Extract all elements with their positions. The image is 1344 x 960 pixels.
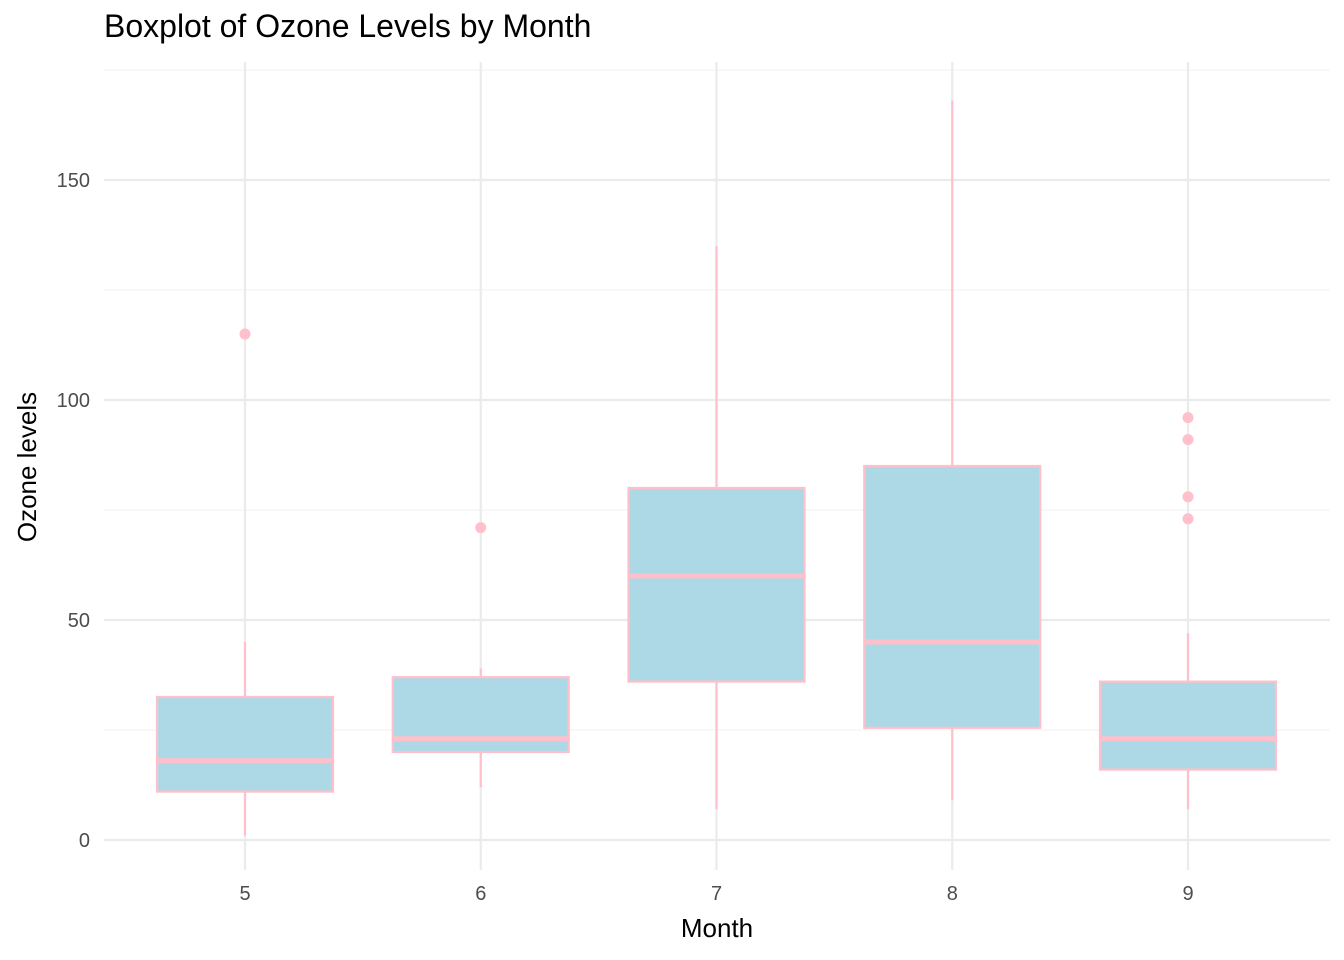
y-tick-label: 50 [68,610,90,632]
outlier-point [239,328,251,340]
boxes [155,100,1278,836]
y-tick-label: 0 [79,830,90,852]
box-month-8 [863,100,1042,801]
outlier-point [1182,513,1194,525]
box-month-9 [1098,412,1278,810]
chart-title: Boxplot of Ozone Levels by Month [104,8,592,44]
tick-labels: 0 50 100 150 5 6 7 8 9 [57,170,1194,905]
x-tick-label: 8 [947,883,958,905]
y-axis-title: Ozone levels [12,392,42,542]
iqr-box [155,695,335,793]
y-tick-label: 100 [57,390,90,412]
outlier-point [475,522,487,534]
x-tick-label: 7 [711,883,722,905]
y-tick-label: 150 [57,170,90,192]
x-tick-label: 5 [239,883,250,905]
box-month-7 [627,246,806,810]
box-month-6 [391,522,570,788]
x-tick-label: 9 [1182,883,1193,905]
iqr-box [627,486,806,683]
box-month-5 [155,328,335,836]
x-tick-label: 6 [475,883,486,905]
outlier-point [1182,434,1194,446]
iqr-box [1098,680,1278,771]
outlier-point [1182,491,1194,503]
iqr-box [863,464,1042,729]
outlier-point [1182,412,1194,424]
x-axis-title: Month [681,913,753,943]
